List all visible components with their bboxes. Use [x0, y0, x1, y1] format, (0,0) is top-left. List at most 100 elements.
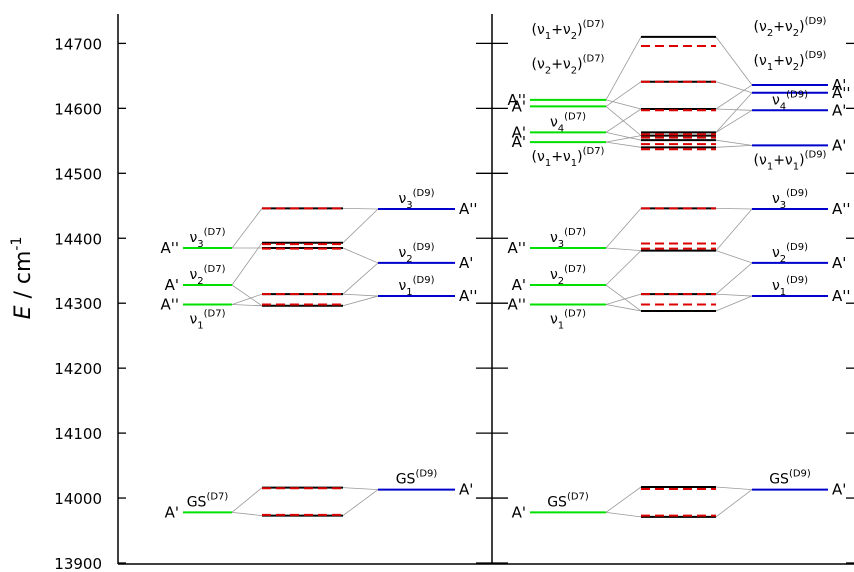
- symmetry-label: A'': [507, 239, 526, 257]
- correlation-line: [605, 141, 642, 148]
- correlation-lines: [231, 36, 753, 518]
- correlation-line: [342, 295, 379, 307]
- symmetry-label: A': [512, 123, 526, 141]
- energy-levels: [183, 35, 828, 518]
- state-label: ν1(D9): [772, 275, 808, 298]
- y-tick-label: 14300: [54, 295, 102, 313]
- correlation-line: [231, 487, 263, 513]
- correlation-line: [605, 131, 642, 141]
- y-tick-label: 14700: [54, 35, 102, 53]
- state-label: ν3(D7): [189, 227, 225, 250]
- correlation-line: [342, 293, 379, 297]
- correlation-line: [605, 486, 642, 513]
- symmetry-label: A'': [459, 287, 478, 305]
- symmetry-label: A'': [832, 84, 851, 102]
- state-label: (ν2+ν2)(D7): [532, 53, 605, 76]
- y-tick-label: 13900: [54, 555, 102, 572]
- symmetry-label: A'': [459, 200, 478, 218]
- state-label: (ν1+ν2)(D7): [532, 19, 605, 42]
- correlation-line: [342, 207, 379, 210]
- correlation-line: [231, 242, 263, 286]
- correlation-line: [605, 36, 642, 101]
- correlation-line: [231, 304, 263, 307]
- state-label: ν4(D9): [772, 89, 808, 112]
- state-label: ν3(D9): [772, 188, 808, 211]
- symmetry-label: A': [832, 101, 846, 119]
- symmetry-label: A'': [160, 239, 179, 257]
- state-label: ν1(D9): [398, 275, 434, 298]
- symmetry-label: A': [165, 503, 179, 521]
- correlation-line: [715, 36, 753, 86]
- symmetry-label: A': [459, 481, 473, 499]
- state-label: ν1(D7): [550, 308, 586, 331]
- y-tick-label: 14500: [54, 165, 102, 183]
- correlation-line: [605, 247, 642, 251]
- state-label: (ν1+ν1)(D7): [532, 146, 605, 169]
- state-label: ν2(D7): [189, 264, 225, 287]
- symmetry-label: A': [512, 97, 526, 115]
- correlation-line: [715, 84, 753, 110]
- state-label: ν2(D7): [550, 264, 586, 287]
- state-label: ν2(D9): [398, 242, 434, 265]
- y-tick-label: 14600: [54, 100, 102, 118]
- state-label: GS(D9): [396, 469, 438, 488]
- symmetry-label: A': [512, 503, 526, 521]
- correlation-line: [605, 106, 642, 136]
- correlation-line: [342, 208, 379, 244]
- correlation-line: [605, 208, 642, 249]
- correlation-line: [715, 207, 753, 210]
- correlation-line: [231, 293, 263, 305]
- state-label: (ν1+ν2)(D9): [754, 50, 827, 73]
- state-label: GS(D9): [769, 469, 811, 488]
- correlation-line: [715, 139, 753, 146]
- y-tick-label: 14100: [54, 425, 102, 443]
- correlation-line: [605, 250, 642, 286]
- correlation-line: [342, 489, 379, 516]
- symmetry-label: A': [832, 136, 846, 154]
- symmetry-label: A'': [832, 200, 851, 218]
- correlation-line: [715, 262, 753, 295]
- correlation-line: [605, 284, 642, 312]
- correlation-line: [605, 511, 642, 518]
- state-label: ν3(D7): [550, 227, 586, 250]
- symmetry-label: A': [832, 481, 846, 499]
- state-label: ν4(D7): [550, 111, 586, 134]
- symmetry-label: A': [459, 254, 473, 272]
- correlation-line: [231, 511, 263, 516]
- correlation-line: [605, 135, 642, 143]
- symmetry-label: A'': [160, 295, 179, 313]
- correlation-line: [231, 284, 263, 307]
- correlation-line: [715, 293, 753, 297]
- correlation-line: [715, 81, 753, 94]
- correlation-line: [342, 262, 379, 295]
- symmetry-label: A': [512, 133, 526, 151]
- y-tick-label: 14200: [54, 360, 102, 378]
- state-label: ν1(D7): [189, 308, 225, 331]
- symmetry-label: A': [832, 76, 846, 94]
- symmetry-label: A': [512, 276, 526, 294]
- correlation-line: [342, 247, 379, 264]
- correlation-line: [342, 487, 379, 491]
- state-label: (ν2+ν2)(D9): [754, 16, 827, 39]
- plot-frame: [117, 14, 854, 565]
- correlation-line: [715, 144, 753, 148]
- correlation-line: [715, 250, 753, 264]
- correlation-line: [715, 108, 753, 111]
- symmetry-label: A': [165, 276, 179, 294]
- y-axis-ticks: 13900 14000 14100 14200 14300 14400 14500 14600…: [54, 35, 854, 572]
- symmetry-label: A'': [832, 287, 851, 305]
- correlation-line: [715, 208, 753, 251]
- y-tick-label: 14000: [54, 490, 102, 508]
- symmetry-label: A': [832, 254, 846, 272]
- state-label: GS(D7): [547, 491, 589, 510]
- correlation-line: [715, 489, 753, 518]
- correlation-line: [715, 92, 753, 133]
- correlation-line: [605, 99, 642, 110]
- correlation-line: [715, 295, 753, 312]
- y-axis-label-exponent: -1: [9, 237, 25, 251]
- svg-text:E / cm-1: E / cm-1: [9, 237, 36, 320]
- state-label: GS(D7): [187, 491, 229, 510]
- correlation-line: [605, 81, 642, 107]
- correlation-line: [715, 109, 753, 133]
